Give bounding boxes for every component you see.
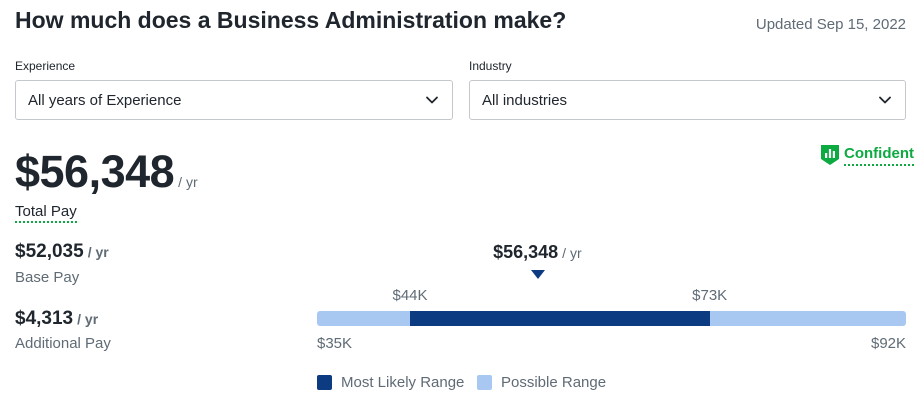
confidence-label: Confident xyxy=(844,144,914,166)
industry-label: Industry xyxy=(469,59,512,73)
additional-pay-period: / yr xyxy=(77,311,99,327)
base-pay-period: / yr xyxy=(87,244,109,260)
legend-possible-label: Possible Range xyxy=(501,374,607,391)
legend-most-likely-swatch xyxy=(317,375,332,390)
base-pay-label: Base Pay xyxy=(15,269,80,286)
likely-low-label: $44K xyxy=(392,287,428,304)
chevron-down-icon xyxy=(426,96,438,104)
most-likely-range-bar xyxy=(410,311,710,326)
median-pay-period: / yr xyxy=(562,245,582,261)
legend-most-likely-label: Most Likely Range xyxy=(341,374,465,391)
range-min-label: $35K xyxy=(317,335,353,352)
legend-possible: Possible Range xyxy=(477,374,606,391)
confidence-badge[interactable]: Confident xyxy=(820,144,914,166)
bar-chart-shield-icon xyxy=(821,145,840,165)
page-title: How much does a Business Administration … xyxy=(15,7,567,33)
total-pay: $56,348 / yr xyxy=(15,146,198,198)
industry-select-value: All industries xyxy=(482,91,568,109)
range-max-label: $92K xyxy=(871,335,907,352)
industry-select[interactable]: All industries xyxy=(469,80,906,120)
base-pay-amount: $52,035 xyxy=(15,241,84,262)
base-pay: $52,035 / yr xyxy=(15,241,109,263)
experience-label: Experience xyxy=(15,59,76,73)
total-pay-amount: $56,348 xyxy=(15,146,175,197)
median-pay: $56,348 / yr xyxy=(493,242,582,263)
total-pay-period: / yr xyxy=(178,174,198,190)
updated-date: Updated Sep 15, 2022 xyxy=(755,16,906,33)
additional-pay-label: Additional Pay xyxy=(15,335,111,352)
total-pay-label[interactable]: Total Pay xyxy=(15,204,77,223)
legend-most-likely: Most Likely Range xyxy=(317,374,464,391)
additional-pay-amount: $4,313 xyxy=(15,308,74,329)
median-marker-icon xyxy=(530,270,545,279)
median-pay-amount: $56,348 xyxy=(493,242,559,262)
likely-high-label: $73K xyxy=(692,287,728,304)
legend-possible-swatch xyxy=(477,375,492,390)
additional-pay: $4,313 / yr xyxy=(15,308,98,330)
experience-select-value: All years of Experience xyxy=(28,91,182,109)
experience-select[interactable]: All years of Experience xyxy=(15,80,453,120)
chevron-down-icon xyxy=(879,96,891,104)
